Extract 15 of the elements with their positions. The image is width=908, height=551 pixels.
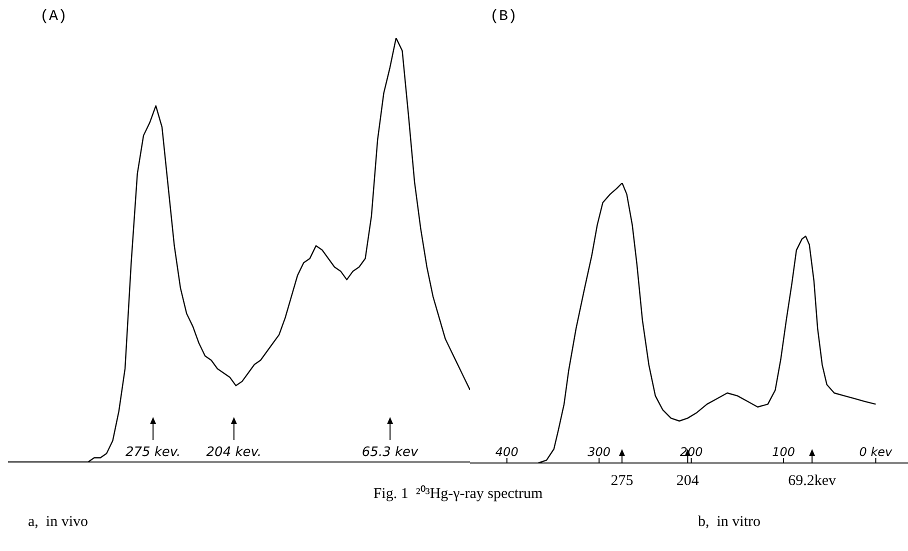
annotation: 65.3 kev [362,445,419,460]
x-axis-title: a, in vivo [28,514,88,531]
chart-title: (B) [490,8,518,25]
x-tick-label: 100 [772,445,796,459]
text: 275 [610,473,634,489]
x-tick-label: 0 kev [859,445,894,459]
x-tick-label: 300 [588,445,611,459]
chart-title: (A) [40,8,68,25]
annotation: 275 kev. [125,445,181,460]
x-tick-label: 400 [495,445,519,459]
x-axis-title: b, in vitro [698,514,760,531]
annotation: 204 kev. [206,445,262,460]
text: 204 [676,473,700,489]
text: 69.2kev [788,473,837,489]
caption: Fig. 1 ²⁰³Hg-γ-ray spectrum [373,486,543,502]
